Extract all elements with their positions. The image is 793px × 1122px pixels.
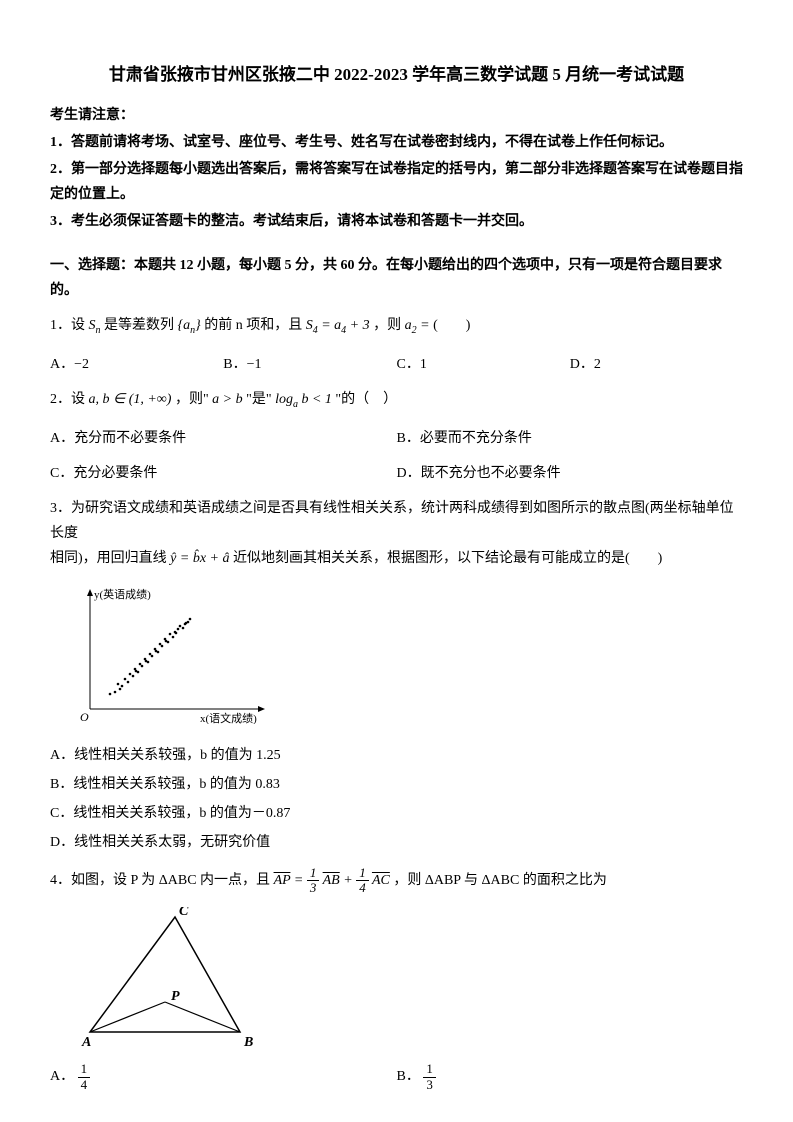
option-a: A．−2 bbox=[50, 352, 223, 377]
exam-title: 甘肃省张掖市甘州区张掖二中 2022-2023 学年高三数学试题 5 月统一考试… bbox=[50, 60, 743, 91]
q1-text: ( ) bbox=[433, 318, 470, 333]
math-ab: a, b ∈ (1, +∞) bbox=[89, 392, 172, 407]
notice-header: 考生请注意： bbox=[50, 103, 743, 128]
option-a: A．线性相关关系较强，b 的值为 1.25 bbox=[50, 743, 743, 768]
opt-prefix: B． bbox=[397, 1069, 420, 1084]
fraction: 1 3 bbox=[423, 1062, 436, 1092]
q4-options: A． 1 4 B． 1 3 bbox=[50, 1062, 743, 1092]
option-a: A．充分而不必要条件 bbox=[50, 426, 397, 451]
q4-text: ，则 ΔABP 与 ΔABC 的面积之比为 bbox=[393, 873, 607, 888]
scatter-svg: y(英语成绩) x(语文成绩) O bbox=[70, 584, 270, 724]
q1-text: 的前 n 项和，且 bbox=[204, 318, 306, 333]
math-an: {an} bbox=[178, 318, 201, 333]
q2-text: "是" bbox=[246, 392, 275, 407]
q3-text: 近似地刻画其相关关系，根据图形，以下结论最有可能成立的是( ) bbox=[233, 551, 662, 566]
frac-den: 3 bbox=[423, 1078, 436, 1092]
option-c: C．1 bbox=[397, 352, 570, 377]
q2-options-2: C．充分必要条件 D．既不充分也不必要条件 bbox=[50, 461, 743, 486]
notice-item: 3．考生必须保证答题卡的整洁。考试结束后，请将本试卷和答题卡一并交回。 bbox=[50, 209, 743, 234]
q3-line1: 3．为研究语文成绩和英语成绩之间是否具有线性相关关系，统计两科成绩得到如图所示的… bbox=[50, 496, 743, 546]
scatter-plot: y(英语成绩) x(语文成绩) O bbox=[70, 584, 743, 733]
math-log: loga b < 1 bbox=[275, 392, 332, 407]
question-3: 3．为研究语文成绩和英语成绩之间是否具有线性相关关系，统计两科成绩得到如图所示的… bbox=[50, 496, 743, 572]
math-a2: a2 = bbox=[405, 318, 433, 333]
math-regression: ŷ = b̂x + â bbox=[170, 551, 229, 566]
frac-num: 1 bbox=[78, 1062, 91, 1077]
option-a: A． 1 4 bbox=[50, 1062, 397, 1092]
opt-prefix: A． bbox=[50, 1069, 74, 1084]
option-c: C．充分必要条件 bbox=[50, 461, 397, 486]
q1-text: 1．设 bbox=[50, 318, 89, 333]
question-1: 1．设 Sn 是等差数列 {an} 的前 n 项和，且 S4 = a4 + 3 … bbox=[50, 313, 743, 340]
q2-text: 2．设 bbox=[50, 392, 89, 407]
svg-text:O: O bbox=[80, 710, 89, 724]
notice-item: 1．答题前请将考场、试室号、座位号、考生号、姓名写在试卷密封线内，不得在试卷上作… bbox=[50, 130, 743, 155]
option-d: D．既不充分也不必要条件 bbox=[397, 461, 744, 486]
option-d: D．线性相关关系太弱，无研究价值 bbox=[50, 830, 743, 855]
question-2: 2．设 a, b ∈ (1, +∞) ，则" a > b "是" loga b … bbox=[50, 387, 743, 414]
question-4: 4．如图，设 P 为 ΔABC 内一点，且 AP = 13 AB + 14 AC… bbox=[50, 866, 743, 896]
section-1-header: 一、选择题：本题共 12 小题，每小题 5 分，共 60 分。在每小题给出的四个… bbox=[50, 253, 743, 303]
option-d: D．2 bbox=[570, 352, 743, 377]
math-s4: S4 = a4 + 3 bbox=[306, 318, 370, 333]
option-b: B．−1 bbox=[223, 352, 396, 377]
option-b: B． 1 3 bbox=[397, 1062, 744, 1092]
q2-options-1: A．充分而不必要条件 B．必要而不充分条件 bbox=[50, 426, 743, 451]
triangle-figure: A B C P bbox=[80, 907, 743, 1056]
q1-options: A．−2 B．−1 C．1 D．2 bbox=[50, 352, 743, 377]
triangle-svg: A B C P bbox=[80, 907, 290, 1047]
svg-text:y(英语成绩): y(英语成绩) bbox=[94, 587, 151, 601]
option-c: C．线性相关关系较强，b 的值为－0.87 bbox=[50, 801, 743, 826]
math-sn: Sn bbox=[89, 318, 101, 333]
svg-text:A: A bbox=[81, 1035, 91, 1047]
svg-text:B: B bbox=[243, 1035, 253, 1047]
math-agb: a > b bbox=[212, 392, 242, 407]
fraction: 1 4 bbox=[78, 1062, 91, 1092]
q4-text: 4．如图，设 P 为 ΔABC 内一点，且 bbox=[50, 873, 274, 888]
svg-text:P: P bbox=[171, 989, 180, 1004]
frac-num: 1 bbox=[423, 1062, 436, 1077]
math-vector: AP = 13 AB + 14 AC bbox=[274, 873, 394, 888]
q2-text: ，则" bbox=[175, 392, 212, 407]
frac-den: 4 bbox=[78, 1078, 91, 1092]
svg-text:x(语文成绩): x(语文成绩) bbox=[200, 711, 257, 724]
notice-item: 2．第一部分选择题每小题选出答案后，需将答案写在试卷指定的括号内，第二部分非选择… bbox=[50, 157, 743, 207]
svg-text:C: C bbox=[179, 907, 189, 919]
q1-text: 是等差数列 bbox=[104, 318, 178, 333]
option-b: B．必要而不充分条件 bbox=[397, 426, 744, 451]
q2-text: "的（ ） bbox=[335, 392, 397, 407]
q1-text: ，则 bbox=[373, 318, 405, 333]
q3-text: 相同)，用回归直线 bbox=[50, 551, 170, 566]
option-b: B．线性相关关系较强，b 的值为 0.83 bbox=[50, 772, 743, 797]
q3-line2: 相同)，用回归直线 ŷ = b̂x + â 近似地刻画其相关关系，根据图形，以下… bbox=[50, 546, 743, 571]
